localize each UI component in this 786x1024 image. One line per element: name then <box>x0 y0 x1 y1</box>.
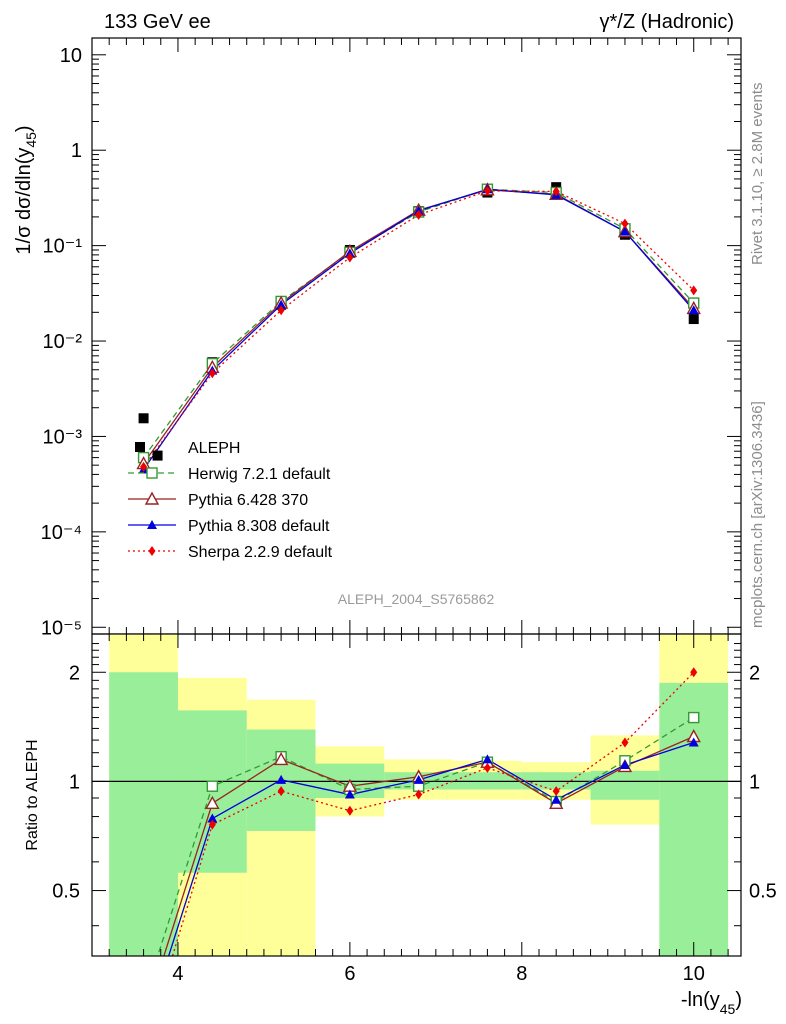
legend-entry: Herwig 7.2.1 default <box>128 466 331 483</box>
ratio-series-point <box>346 805 354 816</box>
ratio-y-axis-label: Ratio to ALEPH <box>24 739 41 850</box>
ratio-series-point <box>551 794 562 804</box>
series-point <box>483 185 491 196</box>
legend-marker <box>135 442 145 452</box>
ratio-series-point <box>619 759 630 769</box>
series-point <box>621 218 629 229</box>
ratio-series-point <box>482 754 493 764</box>
legend-label: Sherpa 2.2.9 default <box>188 544 333 561</box>
x-tick-label: 8 <box>516 963 527 985</box>
ratio-series-point <box>207 813 218 823</box>
uncertainty-band-inner <box>659 682 729 956</box>
data-point <box>688 314 699 325</box>
mcplots-label: mcplots.cern.ch [arXiv:1306.3436] <box>749 401 766 628</box>
ratio-series-point <box>688 711 700 724</box>
series-line <box>143 188 695 470</box>
ratio-y-tick-label-right: 2 <box>749 662 760 684</box>
legend-label: ALEPH <box>188 440 240 457</box>
series-point <box>415 209 423 220</box>
ratio-series-point <box>690 667 698 678</box>
series-line <box>143 188 695 458</box>
series-point <box>277 305 285 316</box>
ratio-y-tick-label-right: 1 <box>749 771 760 793</box>
uncertainty-band-inner <box>109 672 178 956</box>
ratio-series-point <box>413 774 424 784</box>
ratio-series-point <box>483 762 491 773</box>
ratio-y-tick-label-left: 2 <box>69 662 80 684</box>
legend-entry: Pythia 8.308 default <box>128 518 330 535</box>
series-point <box>690 285 698 296</box>
main-y-tick-label: 10⁻² <box>43 331 83 353</box>
header-left-label: 133 GeV ee <box>104 11 211 33</box>
header-right-label: γ*/Z (Hadronic) <box>600 11 734 33</box>
series-point <box>619 226 630 236</box>
ratio-series-point <box>208 819 216 830</box>
data-point <box>138 413 149 424</box>
legend-label: Herwig 7.2.1 default <box>188 466 331 483</box>
ratio-series-point <box>415 789 423 800</box>
series-point <box>346 252 354 263</box>
uncertainty-band-inner <box>590 770 660 800</box>
ratio-content <box>92 634 741 956</box>
x-tick-label: 10 <box>683 963 705 985</box>
x-tick-label: 6 <box>344 963 355 985</box>
legend-label: Pythia 8.308 default <box>188 518 330 535</box>
data-point <box>152 450 163 461</box>
ratio-series-point <box>205 795 220 810</box>
series-point <box>688 305 699 315</box>
series-point <box>552 186 560 197</box>
rivet-version-label: Rivet 3.1.10, ≥ 2.8M events <box>749 83 766 266</box>
ratio-frame <box>91 633 742 957</box>
series-line <box>143 189 695 464</box>
main-series-group <box>136 182 701 474</box>
legend-marker <box>146 467 158 479</box>
series-line <box>143 190 695 468</box>
ratio-series-point <box>273 751 289 766</box>
series-point <box>276 299 287 309</box>
series-point <box>208 368 216 379</box>
main-y-tick-label: 1 <box>71 140 82 162</box>
ratio-series-point <box>277 786 285 797</box>
legend-entry: Pythia 6.428 370 <box>128 491 308 509</box>
ratio-y-tick-label-right: 0.5 <box>749 881 777 903</box>
ratio-series-point <box>206 780 219 792</box>
legend-marker <box>148 546 156 556</box>
legend-label: Pythia 6.428 370 <box>188 492 308 509</box>
main-y-tick-label: 10 <box>60 45 82 67</box>
ratio-plot-panel: 0.5 0.5 1 1 2 2 4 6 8 10 <box>52 633 777 985</box>
ratio-y-tick-label-left: 1 <box>69 771 80 793</box>
x-tick-label: 4 <box>172 963 183 985</box>
legend-entry: Sherpa 2.2.9 default <box>128 544 333 561</box>
x-axis-label: -ln(y45) <box>681 989 742 1017</box>
ratio-series-point <box>344 789 355 799</box>
ratio-series-point <box>688 737 699 747</box>
series-point <box>140 461 148 472</box>
ratio-y-tick-label-left: 0.5 <box>52 881 80 903</box>
ratio-series-point <box>276 774 287 784</box>
main-y-tick-label: 10⁻³ <box>43 426 83 448</box>
main-plot-panel: 10 1 10⁻¹ 10⁻² 10⁻³ 10⁻⁴ 10⁻⁵ <box>41 37 742 639</box>
ratio-series-point <box>621 737 629 748</box>
legend-marker <box>147 520 157 529</box>
legend-marker <box>144 491 160 505</box>
analysis-id-label: ALEPH_2004_S5765862 <box>338 591 495 607</box>
main-y-tick-label: 10⁻⁴ <box>41 522 82 544</box>
main-y-tick-label: 10⁻⁵ <box>41 617 82 639</box>
legend: ALEPH Herwig 7.2.1 default Pythia 6.428 37… <box>128 440 333 561</box>
ratio-series-point <box>552 786 560 797</box>
main-y-axis-label: 1/σ dσ/dln(y45) <box>13 125 39 254</box>
legend-entry: ALEPH <box>135 440 240 457</box>
main-y-tick-label: 10⁻¹ <box>43 236 83 258</box>
